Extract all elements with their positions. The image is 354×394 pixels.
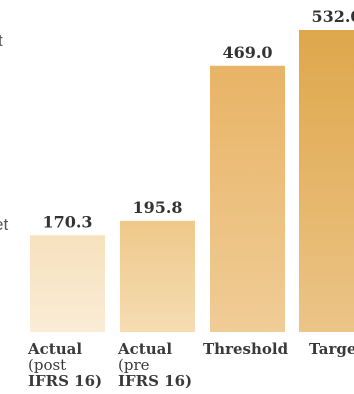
bar-2 [210, 65, 285, 333]
category-labels-group: Actual (post IFRS 16) Actual (pre IFRS 16) Thr… [27, 340, 354, 390]
side-fragment-1: et [0, 215, 8, 234]
side-fragment-0: t [0, 31, 3, 50]
category-label-2: Threshold [203, 340, 289, 358]
category-label-3: Target [309, 340, 354, 358]
bar-1 [120, 220, 195, 332]
bar-0 [30, 235, 105, 332]
value-labels-group: 170.3 195.8 469.0 532.0 [42, 7, 354, 231]
value-label-2: 469.0 [222, 43, 272, 62]
category-label-0: Actual (post IFRS 16) [27, 340, 102, 390]
clipped-side-text: t et [0, 31, 8, 234]
value-label-1: 195.8 [132, 198, 182, 217]
bar-3 [299, 30, 354, 332]
value-label-0: 170.3 [42, 212, 92, 231]
bars-group [30, 30, 354, 333]
category-label-1: Actual (pre IFRS 16) [117, 340, 192, 390]
value-label-3: 532.0 [311, 7, 354, 26]
